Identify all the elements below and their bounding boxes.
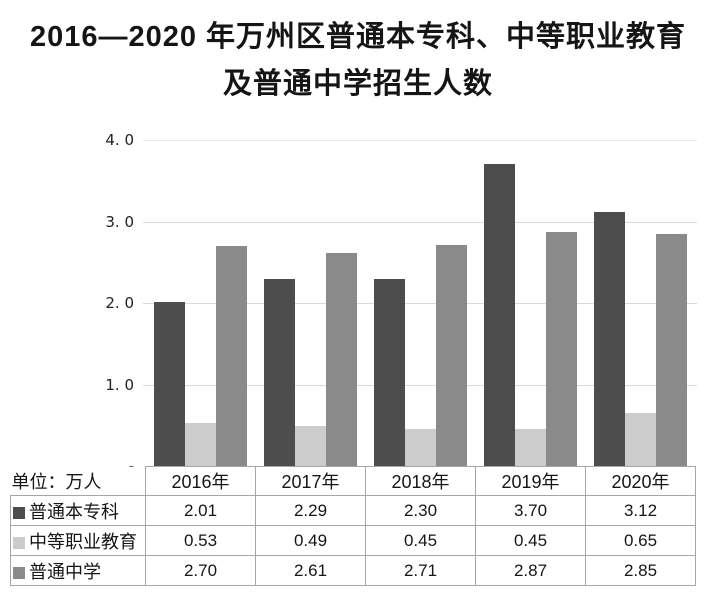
table-cell: 2.85: [585, 555, 696, 586]
table-header-row: 单位：万人 2016年 2017年 2018年 2019年 2020年: [10, 466, 696, 496]
series2-label: 中等职业教育: [29, 531, 137, 552]
bar-2016-series2: [185, 423, 216, 466]
table-cell: 0.49: [255, 525, 366, 556]
table-cell: 2.01: [145, 495, 256, 526]
table-cell: 2.71: [365, 555, 476, 586]
column-header-2018: 2018年: [365, 466, 476, 496]
table-cell: 3.12: [585, 495, 696, 526]
bar-2016-series1: [154, 302, 185, 466]
table-cell: 2.30: [365, 495, 476, 526]
table-cell: 2.29: [255, 495, 366, 526]
bar-2020-series3: [656, 234, 687, 466]
series3-label: 普通中学: [29, 561, 101, 582]
y-axis-tick-label: 1. 0: [105, 376, 134, 394]
legend-swatch-series1: [13, 506, 25, 519]
y-axis-tick-label: -: [86, 456, 134, 476]
table-cell: 0.65: [585, 525, 696, 556]
table-cell: 2.61: [255, 555, 366, 586]
gridline: [143, 385, 697, 386]
bar-2017-series1: [264, 279, 295, 466]
table-cell: 3.70: [475, 495, 586, 526]
row-label-series2: 中等职业教育: [10, 525, 146, 556]
table-row-series3: 普通中学 2.70 2.61 2.71 2.87 2.85: [10, 555, 696, 586]
bar-2019-series3: [546, 232, 577, 466]
bar-2018-series3: [436, 245, 467, 466]
series1-label: 普通本专科: [29, 501, 119, 522]
bar-2016-series3: [216, 246, 247, 466]
table-cell: 2.70: [145, 555, 256, 586]
bar-2019-series1: [484, 164, 515, 466]
table-cell: 0.53: [145, 525, 256, 556]
table-cell: 2.87: [475, 555, 586, 586]
legend-swatch-series3: [13, 566, 25, 579]
table-cell: 0.45: [475, 525, 586, 556]
legend-swatch-series2: [13, 536, 25, 549]
bar-2019-series2: [515, 429, 546, 466]
gridline: [143, 140, 697, 141]
bar-2017-series2: [295, 426, 326, 466]
page-title-line2: 及普通中学招生人数: [222, 68, 493, 100]
page-title-line1: 2016—2020 年万州区普通本专科、中等职业教育: [29, 21, 687, 53]
gridline: [143, 222, 697, 223]
y-axis-tick-label: 3. 0: [105, 213, 134, 231]
y-axis-tick-label: 4. 0: [105, 131, 134, 149]
gridline: [143, 303, 697, 304]
unit-label: 单位：万人: [10, 466, 146, 496]
column-header-2020: 2020年: [585, 466, 696, 496]
bar-2020-series2: [625, 413, 656, 466]
bar-2020-series1: [594, 212, 625, 466]
column-header-2017: 2017年: [255, 466, 366, 496]
bar-2017-series3: [326, 253, 357, 466]
column-header-2016: 2016年: [145, 466, 256, 496]
page-title: 2016—2020 年万州区普通本专科、中等职业教育 及普通中学招生人数: [0, 14, 716, 108]
table-row-series1: 普通本专科 2.01 2.29 2.30 3.70 3.12: [10, 495, 696, 526]
row-label-series1: 普通本专科: [10, 495, 146, 526]
column-header-2019: 2019年: [475, 466, 586, 496]
table-cell: 0.45: [365, 525, 476, 556]
row-label-series3: 普通中学: [10, 555, 146, 586]
y-axis-tick-label: 2. 0: [105, 294, 134, 312]
bar-2018-series2: [405, 429, 436, 466]
data-table: 单位：万人 2016年 2017年 2018年 2019年 2020年 普通本专…: [10, 466, 696, 586]
table-row-series2: 中等职业教育 0.53 0.49 0.45 0.45 0.65: [10, 525, 696, 556]
bar-2018-series1: [374, 279, 405, 466]
